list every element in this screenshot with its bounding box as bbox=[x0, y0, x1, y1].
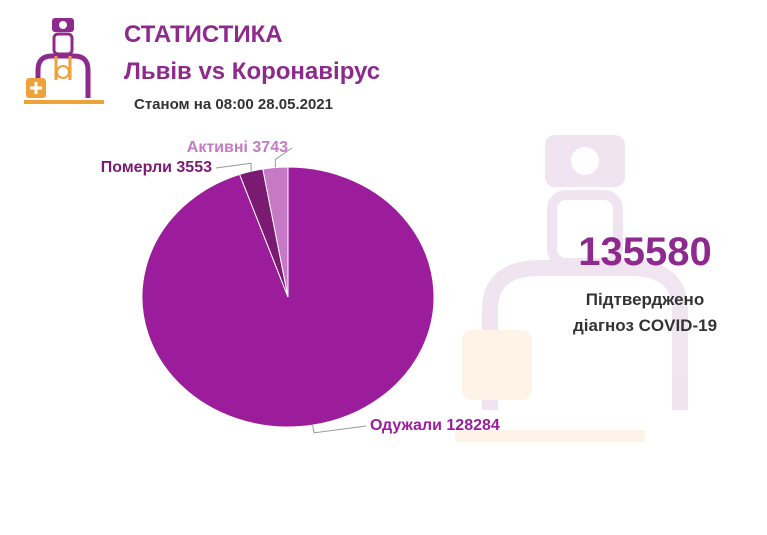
leader-line bbox=[312, 425, 367, 434]
label-value: 128284 bbox=[446, 417, 499, 434]
data-label: Померли 3553 bbox=[101, 159, 212, 176]
caption-line: Підтверджено bbox=[586, 290, 704, 309]
title: СТАТИСТИКА bbox=[124, 21, 283, 48]
date: Станом на 08:00 28.05.2021 bbox=[134, 96, 333, 113]
label-category: Померли bbox=[101, 159, 172, 176]
caption-line: діагноз COVID-19 bbox=[573, 316, 717, 335]
label-category: Одужали bbox=[370, 417, 442, 434]
leader-line bbox=[215, 162, 252, 172]
leader-line bbox=[274, 147, 293, 168]
data-label: Активні 3743 bbox=[187, 139, 288, 156]
pie-slice bbox=[262, 166, 289, 298]
total-value: 135580 bbox=[578, 230, 711, 274]
label-category: Активні bbox=[187, 139, 248, 156]
watermark-icon bbox=[455, 135, 688, 442]
data-label: Одужали 128284 bbox=[370, 417, 500, 434]
logo-icon bbox=[24, 18, 104, 104]
subtitle: Львів vs Коронавірус bbox=[124, 58, 380, 85]
label-value: 3553 bbox=[176, 159, 212, 176]
label-value: 3743 bbox=[252, 139, 288, 156]
